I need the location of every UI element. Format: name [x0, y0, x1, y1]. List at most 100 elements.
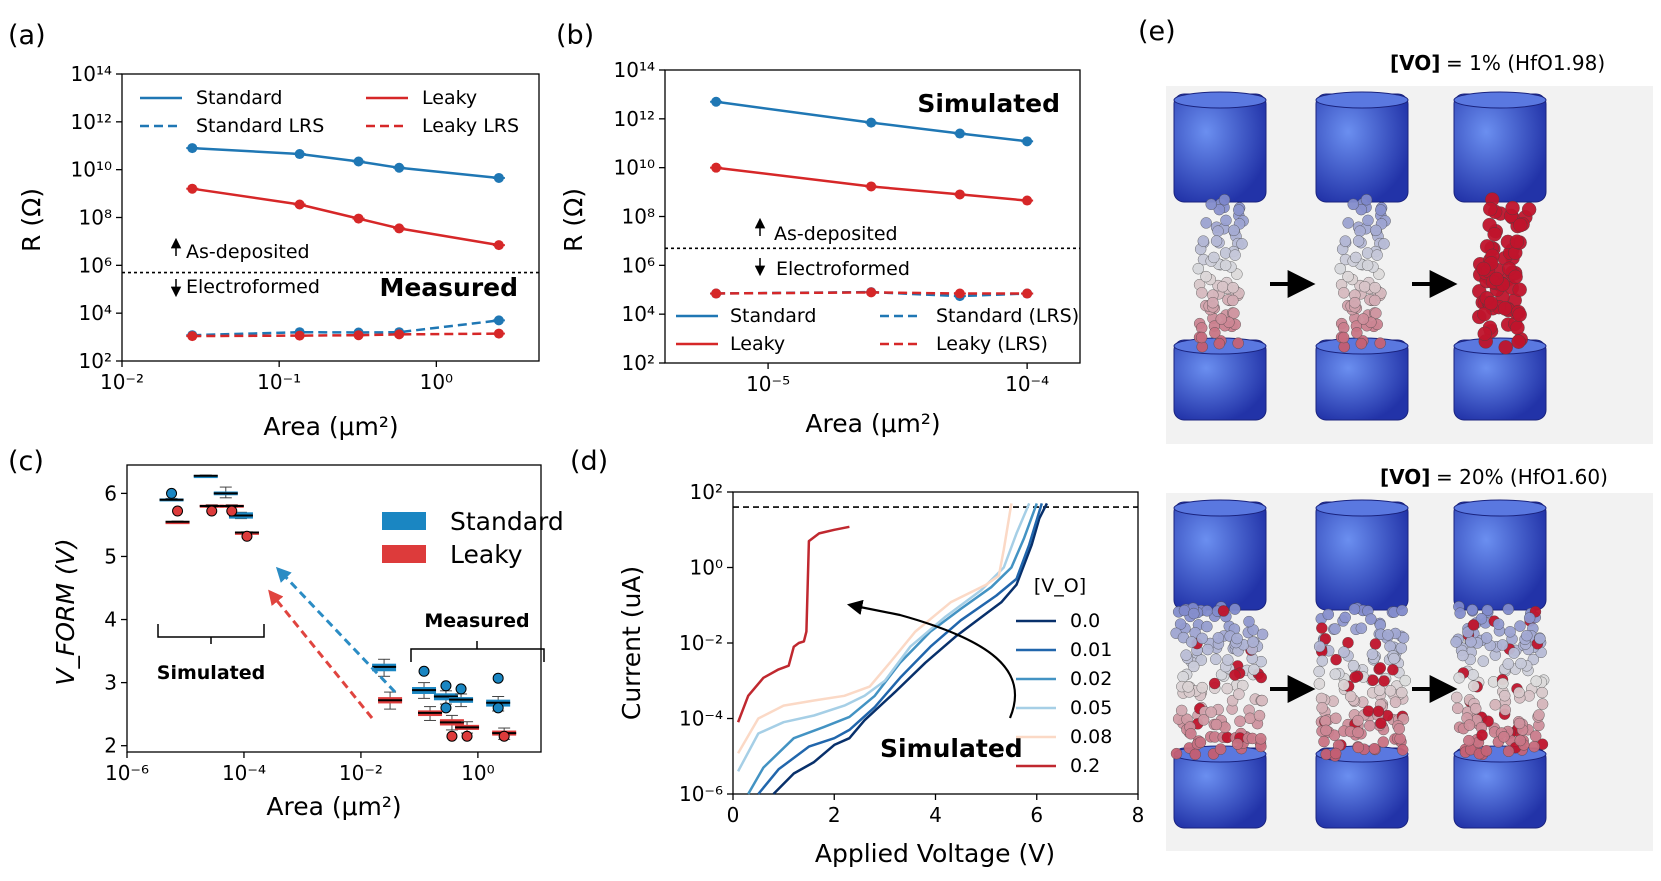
atom	[1369, 281, 1381, 294]
panel-a-yticks: 10² 10⁴ 10⁶ 10⁸ 10¹⁰ 10¹² 10¹⁴	[71, 62, 122, 373]
atom	[1210, 653, 1222, 665]
atom	[1468, 680, 1480, 692]
atom	[1189, 748, 1201, 761]
atom	[1339, 611, 1351, 624]
iv-curve	[772, 502, 1049, 795]
panel-a-label: (a)	[8, 20, 46, 51]
atom	[1523, 612, 1536, 624]
atom	[1185, 728, 1197, 740]
atom	[1362, 214, 1374, 227]
atom	[1476, 729, 1488, 741]
atom	[1470, 702, 1482, 715]
legend-standard: Standard	[450, 507, 564, 536]
atom	[1339, 235, 1352, 247]
atom	[1205, 706, 1217, 718]
outlier-point	[172, 505, 184, 517]
atom	[1378, 238, 1390, 250]
atom	[1212, 632, 1225, 644]
atom	[1233, 204, 1245, 216]
atom	[1513, 686, 1525, 699]
atom	[1217, 605, 1230, 617]
panel-a-tag: Measured	[379, 273, 518, 302]
electrode-top	[1315, 91, 1409, 109]
atom	[1320, 724, 1332, 737]
atom	[1197, 235, 1210, 247]
atom	[1492, 618, 1505, 630]
atom	[1348, 603, 1361, 615]
y-tick-label: 10⁻⁶	[679, 782, 723, 806]
vo-symbol-top: [VO]	[1390, 51, 1440, 75]
atom	[1212, 225, 1224, 237]
atom	[1450, 636, 1462, 648]
y-tick-label: 10¹⁰	[71, 158, 112, 182]
atom	[1357, 313, 1369, 325]
atom	[1208, 251, 1220, 264]
atom	[1347, 659, 1360, 672]
atom	[1365, 613, 1377, 625]
atom	[1372, 705, 1385, 718]
iv-curve	[736, 525, 850, 723]
atom	[1354, 225, 1366, 237]
legend-swatch-standard	[382, 512, 426, 530]
atom	[1489, 271, 1504, 287]
atom	[1497, 301, 1513, 316]
atom	[1227, 294, 1239, 307]
atom	[1457, 649, 1469, 662]
panel-d-legend: [V_O] 0.0 0.01 0.02 0.05 0.08 0.2	[1016, 575, 1112, 777]
panel-b-xticks: 10⁻⁵ 10⁻⁴	[746, 363, 1049, 396]
y-tick-label: 2	[104, 734, 117, 758]
atom	[1196, 681, 1208, 694]
atom	[1388, 652, 1400, 665]
atom	[1344, 690, 1357, 703]
legend-leaky: Leaky	[450, 540, 523, 569]
atom	[1534, 632, 1546, 645]
series-line	[192, 187, 500, 247]
atom	[1467, 619, 1480, 631]
panel-a-xlabel: Area (μm²)	[263, 412, 398, 441]
atom	[1371, 249, 1383, 261]
atom	[1396, 604, 1408, 617]
atom	[1197, 714, 1210, 726]
atom	[1244, 712, 1256, 725]
data-point	[394, 162, 405, 173]
atom	[1399, 674, 1411, 687]
series-line	[716, 291, 1028, 295]
panel-e: (e) [VO] = 1% (HfO1.98) [VO] = 20% (HfO1…	[1138, 16, 1653, 851]
atom	[1477, 326, 1492, 341]
y-tick-label: 4	[104, 608, 117, 632]
legend-vo-5: 0.2	[1070, 755, 1100, 777]
atom	[1175, 704, 1188, 717]
atom	[1185, 636, 1198, 648]
panel-a-legend: Standard Standard LRS Leaky Leaky LRS	[140, 87, 519, 137]
data-point	[353, 213, 364, 224]
atom	[1384, 685, 1397, 697]
outlier-point	[241, 530, 253, 542]
x-tick-label: 6	[1030, 803, 1043, 827]
atom	[1389, 696, 1402, 708]
electrode	[1173, 501, 1267, 611]
atom	[1536, 698, 1549, 710]
atom	[1377, 736, 1389, 748]
atom	[1188, 607, 1200, 620]
data-point	[493, 315, 504, 326]
x-tick-label: 4	[929, 803, 942, 827]
panel-b-as-deposited: As-deposited	[774, 223, 898, 245]
atom	[1253, 709, 1266, 722]
atom	[1215, 313, 1227, 325]
atom	[1231, 632, 1243, 645]
measured-bracket	[410, 648, 545, 662]
atom	[1180, 649, 1192, 661]
atom	[1177, 671, 1189, 683]
atom	[1454, 607, 1466, 619]
atom	[1514, 734, 1526, 747]
atom	[1192, 262, 1204, 275]
red-dashed-arrow-icon	[268, 589, 374, 719]
panel-a-marks	[122, 143, 539, 342]
atom	[1342, 217, 1354, 229]
legend-standard-lrs: Standard LRS	[196, 115, 324, 137]
atom	[1487, 227, 1502, 242]
atom	[1355, 203, 1368, 216]
top-simulation-snapshots	[1173, 91, 1547, 421]
legend-leaky: Leaky	[422, 87, 477, 109]
atom	[1200, 217, 1212, 229]
